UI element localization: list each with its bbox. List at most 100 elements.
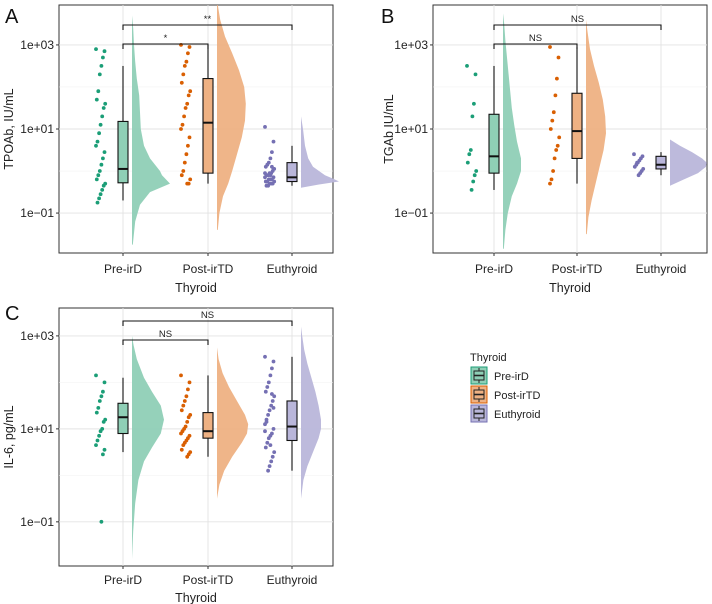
data-point-post [182,64,187,68]
data-point-post [180,122,185,127]
data-point-euth [270,164,274,169]
data-point-euth [270,366,274,371]
data-point-post [548,127,553,131]
data-point-euth [272,394,277,399]
significance-label: ** [204,14,212,25]
data-point-post [185,454,190,459]
data-point-post [181,443,186,447]
data-point-pre [94,373,98,378]
x-tick-label: Post-irTD [552,262,603,276]
significance-label: NS [529,33,542,44]
data-point-pre [97,433,101,438]
data-point-pre [473,72,478,77]
data-point-euth [270,399,275,403]
box-euth [655,155,667,170]
data-point-euth [264,183,269,188]
data-point-pre [98,429,103,434]
data-point-pre [469,188,474,192]
data-point-post [187,135,192,140]
panel-c: 1e+03 1e+01 1e−01 Pre-irD Post-irTD Euthyroid… [2,303,334,604]
data-point-euth [265,440,270,445]
x-tick-label: Euthyroid [267,262,318,276]
box-pre [117,402,129,435]
x-axis-title: Thyroid [549,281,591,295]
density-euth [301,116,339,188]
y-tick-label: 1e+01 [20,122,54,136]
data-point-post [185,101,190,106]
box-euth [286,162,298,183]
legend-key-pre [470,366,488,385]
significance-bracket [122,24,293,30]
data-point-post [184,394,189,399]
x-tick-label: Euthyroid [267,573,318,587]
y-tick-label: 1e−01 [394,206,428,220]
y-axis-title: IL-6, pg/mL [2,405,16,468]
significance-bracket [493,43,578,49]
significance-bracket [122,43,209,49]
data-point-euth [266,468,270,473]
data-point-euth [263,171,267,176]
legend: Thyroid Pre-irD Post-irTD Euthyroid [470,352,541,423]
data-point-post [553,93,558,98]
data-point-euth [263,175,267,180]
data-point-pre [103,101,108,106]
data-point-euth [270,392,274,396]
data-point-euth [270,150,274,155]
data-point-pre [102,150,107,155]
data-point-post [185,181,190,186]
data-point-post [187,45,192,49]
box-euth [286,400,298,442]
y-axis-title: TPOAb, IU/mL [2,88,16,169]
box-post [571,92,583,159]
data-point-euth [268,173,273,178]
data-point-pre [100,188,105,192]
data-point-euth [636,173,641,178]
data-point-post [186,93,191,98]
x-tick-label: Post-irTD [183,262,234,276]
y-axis-title: TGAb IU/mL [382,94,396,164]
data-point-pre [94,410,99,415]
data-point-euth [266,413,270,417]
data-point-pre [467,152,472,157]
box-post [202,412,214,439]
box-pre [117,120,129,184]
data-point-pre [465,64,469,68]
data-point-post [179,408,184,413]
legend-key-post [470,385,488,404]
data-point-pre [95,200,100,205]
data-point-euth [632,164,637,169]
data-point-euth [263,389,268,394]
legend-title: Thyroid [470,352,507,364]
data-point-euth [271,406,276,410]
data-point-post [179,431,183,436]
density-euth [670,139,707,186]
data-point-pre [97,399,102,403]
data-point-pre [102,380,107,385]
data-point-pre [101,420,106,424]
significance-bracket [493,24,662,30]
data-point-post [183,106,188,110]
data-point-euth [272,450,277,454]
data-point-euth [271,427,276,431]
x-axis-title: Thyroid [175,591,217,604]
data-point-pre [96,173,101,178]
data-point-post [188,177,193,182]
data-point-pre [95,438,100,443]
significance-bracket [122,320,293,326]
data-point-post [548,45,552,49]
data-point-pre [95,139,100,144]
data-point-post [185,420,190,424]
data-point-pre [465,160,470,165]
density-euth [301,326,321,499]
data-point-pre [101,106,106,110]
data-point-post [186,415,191,420]
data-point-post [550,118,555,123]
data-point-pre [471,179,476,184]
density-pre [132,15,170,245]
density-pre [503,13,521,249]
data-point-pre [94,177,99,182]
x-tick-label: Pre-irD [104,573,142,587]
data-point-pre [97,72,102,77]
data-point-pre [101,156,105,161]
